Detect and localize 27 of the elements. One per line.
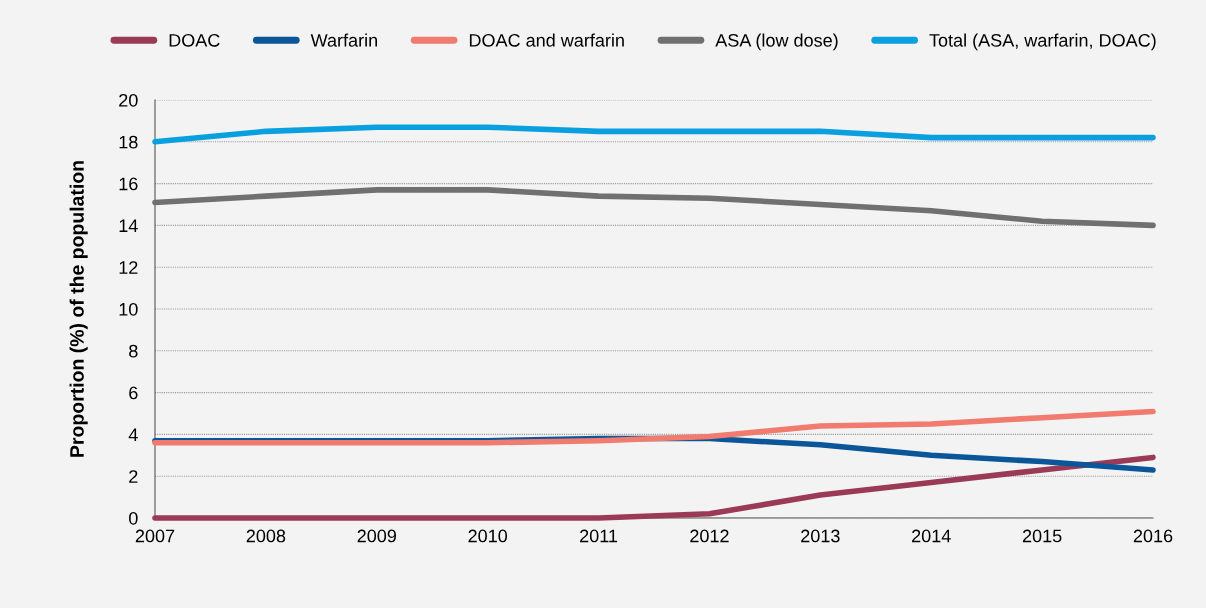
y-tick-label: 0 [129, 511, 138, 525]
legend-label: DOAC and warfarin [469, 33, 624, 47]
y-tick-label: 6 [129, 386, 138, 400]
y-axis-title: Proportion (%) of the population [69, 161, 88, 457]
y-tick-label: 14 [119, 219, 138, 232]
x-tick-label: 2012 [690, 529, 729, 543]
y-tick-label: 20 [119, 93, 138, 107]
y-tick-label: 4 [128, 428, 138, 441]
x-tick-label: 2016 [1133, 529, 1173, 543]
x-tick-label: 2010 [468, 529, 508, 543]
x-tick-label: 2009 [357, 529, 397, 543]
x-tick-label: 2013 [801, 529, 840, 543]
y-tick-label: 8 [129, 344, 138, 358]
legend-label: Warfarin [310, 33, 377, 47]
x-tick-label: 2015 [1022, 529, 1062, 543]
legend-label: ASA (low dose) [715, 33, 838, 51]
x-tick-label: 2008 [246, 529, 286, 543]
y-tick-label: 10 [119, 302, 138, 316]
x-tick-label: 2007 [135, 529, 175, 543]
y-tick-label: 2 [129, 470, 138, 483]
y-tick-label: 16 [119, 177, 138, 191]
y-tick-label: 12 [119, 261, 138, 274]
x-tick-label: 2014 [912, 529, 951, 543]
y-tick-label: 18 [119, 135, 138, 149]
x-tick-label: 2011 [580, 529, 618, 543]
legend-label: DOAC [169, 33, 220, 47]
legend-label: Total (ASA, warfarin, DOAC) [929, 33, 1156, 51]
